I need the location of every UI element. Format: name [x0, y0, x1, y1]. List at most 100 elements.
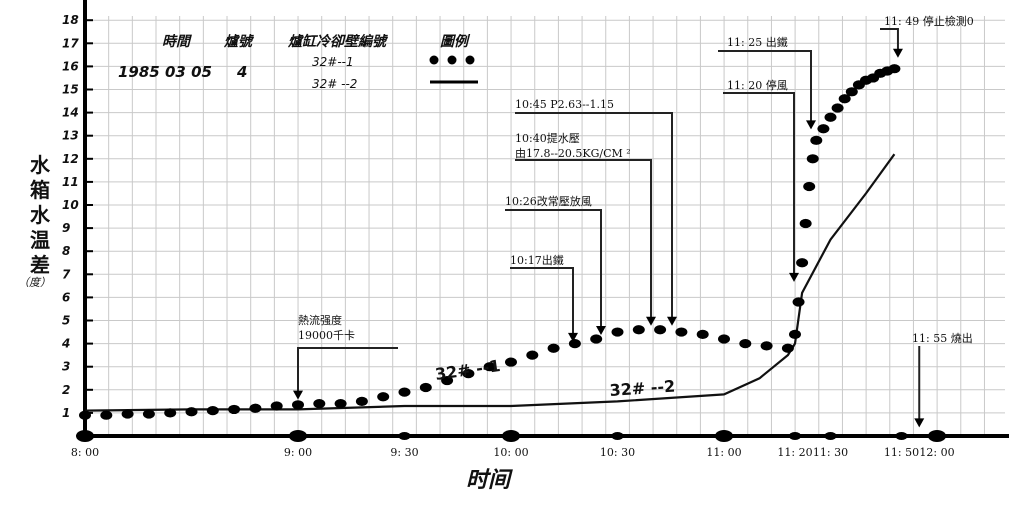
y-tick-label: 5 — [62, 314, 70, 328]
series-1-point — [760, 341, 773, 351]
y-tick-label: 3 — [62, 360, 70, 374]
x-tick-label: 8: 00 — [71, 446, 99, 459]
annotation-leader — [515, 112, 673, 322]
y-tick-label: 8 — [62, 244, 70, 258]
grid — [84, 16, 1005, 436]
y-tick-label: 4 — [61, 337, 70, 351]
annotation-text: 10:45 P2.63--1.15 — [515, 98, 614, 111]
y-tick-label: 11 — [62, 175, 79, 189]
series-1-point — [696, 329, 709, 339]
y-tick-label: 7 — [62, 267, 71, 281]
y-tick-label: 18 — [62, 13, 79, 27]
annotation-text-2: 19000千卡 — [298, 329, 355, 342]
annotation-text: 10:17出鐵 — [510, 253, 564, 267]
x-tick-marker — [502, 430, 520, 442]
annotation-arrowhead — [667, 316, 677, 326]
series-1-point — [249, 403, 262, 413]
series-1-point — [526, 350, 539, 360]
series-2-path — [84, 153, 896, 412]
series-1-point — [806, 154, 819, 164]
annotation-arrowhead — [596, 325, 606, 335]
annotation: 11: 20 停風 — [723, 78, 799, 282]
annotation-arrowhead — [914, 418, 925, 428]
annotation-arrowhead — [646, 316, 656, 326]
x-tick-marker — [611, 432, 624, 440]
x-tick-label: 10: 00 — [493, 446, 528, 459]
series-1-point — [185, 407, 198, 417]
series-1-point — [810, 135, 823, 145]
axes — [81, 0, 1009, 438]
y-axis-label: 水箱水温差 — [30, 153, 51, 277]
series-1-point — [654, 325, 667, 335]
series-1-point — [206, 405, 219, 416]
annotation: 11: 25 出鐵 — [718, 35, 816, 130]
series-1-point — [334, 399, 347, 409]
y-axis-label-char: 水 — [30, 153, 51, 177]
x-tick-marker — [76, 430, 94, 442]
series-1-point — [441, 375, 454, 386]
x-tick-marker — [895, 432, 908, 440]
annotation-arrowhead — [892, 48, 903, 58]
y-tick-label: 15 — [62, 83, 79, 97]
annotation: 11: 49 停止檢測0 — [880, 14, 974, 58]
header-furnace-no: 4 — [236, 63, 247, 81]
y-tick-label: 16 — [62, 59, 79, 73]
x-tick-label: 11: 30 — [813, 446, 848, 459]
annotation-text: 11: 49 停止檢測0 — [884, 14, 974, 28]
series-1-point — [228, 404, 241, 415]
y-tick-label: 10 — [62, 198, 79, 212]
series-1-point — [803, 181, 816, 192]
annotation-leader — [510, 267, 574, 338]
x-axis-label: 时间 — [466, 467, 513, 493]
series-2-label: 32# --2 — [609, 376, 676, 400]
series-1-point — [718, 334, 730, 344]
y-tick-label: 9 — [62, 221, 70, 235]
series-1-point — [355, 396, 368, 406]
header-col-wall: 爐缸冷卻壁編號 — [287, 33, 389, 50]
series-1-point — [270, 401, 283, 411]
annotation-text: 熱流强度 — [298, 313, 342, 327]
series-1-point — [505, 357, 517, 367]
annotation-arrowhead — [789, 272, 799, 282]
annotation-text: 11: 55 燒出 — [912, 331, 973, 345]
annotation: 10:45 P2.63--1.15 — [515, 98, 677, 326]
x-tick-marker — [715, 430, 733, 442]
annotation-text: 11: 20 停風 — [727, 78, 788, 92]
x-tick-labels: 8: 00 9: 00 9: 30 10: 00 10: 30 11: 00 11: 20 1… — [71, 430, 955, 459]
series-1-point — [483, 362, 496, 372]
series-1-point — [142, 409, 155, 419]
annotation-arrowhead — [806, 120, 816, 130]
header-col-legend: 圖例 — [440, 33, 471, 50]
annotation-text: 10:40提水壓 — [515, 132, 580, 145]
y-axis-label-char: 差 — [30, 253, 50, 277]
header-col-furnace: 爐號 — [223, 33, 255, 50]
annotation: 11: 55 燒出 — [912, 331, 973, 428]
y-tick-label: 1 — [62, 406, 70, 420]
series-1-point — [831, 103, 844, 113]
y-tick-label: 13 — [62, 129, 79, 143]
series-1-point — [590, 334, 603, 344]
y-tick-label: 17 — [62, 36, 79, 50]
series-1-point — [462, 369, 475, 379]
x-tick-label: 10: 30 — [600, 446, 635, 459]
series-1-point — [100, 410, 113, 420]
annotation-text-2: 由17.8--20.5KG/CM ² — [515, 146, 631, 160]
x-tick-marker — [789, 432, 801, 440]
x-tick-label: 11: 50 — [884, 446, 919, 459]
y-tick-label: 2 — [62, 383, 70, 397]
annotation-leader — [718, 50, 812, 126]
annotation-arrowhead — [293, 390, 303, 400]
header-table: 時間 爐號 爐缸冷卻壁編號 圖例 1985 03 05 4 32#--1 32#… — [118, 33, 478, 91]
annotation: 10:26改常壓放風 — [505, 194, 606, 335]
y-axis-label-char: 水 — [30, 203, 51, 227]
series-1-point — [781, 343, 794, 353]
y-tick-label: 12 — [62, 152, 79, 166]
annotation-arrowhead — [568, 332, 578, 342]
header-series1-code: 32#--1 — [312, 55, 354, 69]
series-1-point — [888, 64, 901, 74]
annotation-leader — [880, 28, 899, 54]
series-1-point — [292, 400, 304, 410]
